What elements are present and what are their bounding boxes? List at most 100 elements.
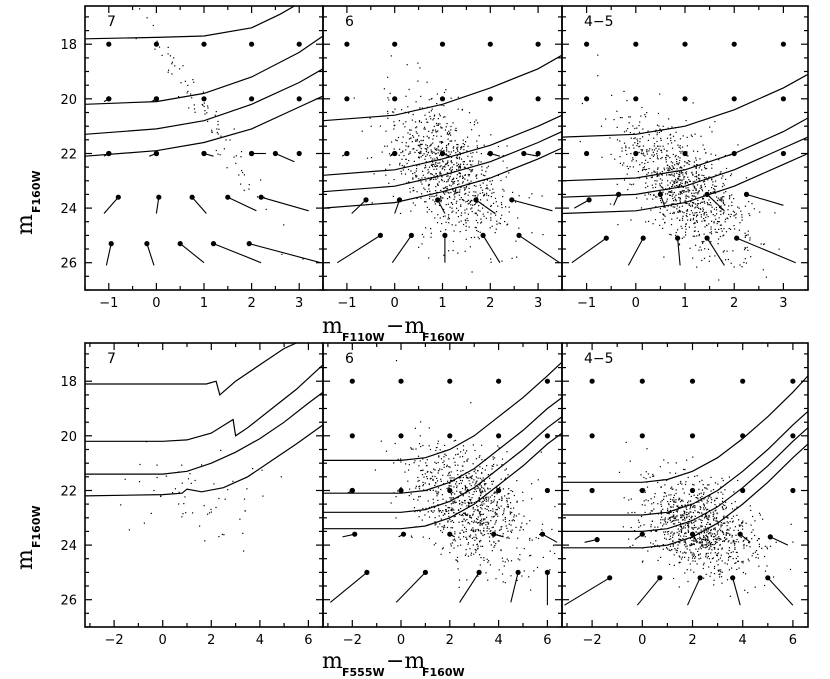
star-point xyxy=(686,511,688,513)
star-point xyxy=(660,522,662,524)
star-point xyxy=(426,81,428,83)
star-point xyxy=(438,511,440,513)
star-point xyxy=(669,498,672,500)
star-point xyxy=(675,131,677,133)
star-point xyxy=(717,197,719,199)
star-point xyxy=(475,490,477,492)
star-point xyxy=(716,223,718,225)
star-point xyxy=(737,206,739,208)
star-point xyxy=(701,543,703,546)
star-point xyxy=(685,197,687,200)
star-point xyxy=(695,157,697,159)
star-point xyxy=(661,500,663,502)
error-vector-line xyxy=(329,571,368,603)
star-point xyxy=(417,476,419,479)
star-point xyxy=(661,182,663,184)
star-point xyxy=(492,480,494,482)
star-point xyxy=(405,145,407,147)
star-point xyxy=(706,535,708,537)
star-point xyxy=(718,559,720,561)
error-vector-dot xyxy=(400,531,407,537)
star-point xyxy=(685,187,687,189)
star-point xyxy=(426,471,428,473)
star-point xyxy=(508,211,510,213)
star-point xyxy=(669,233,671,235)
star-point xyxy=(484,483,486,485)
star-point xyxy=(450,97,452,99)
star-point xyxy=(710,231,712,233)
star-point xyxy=(689,160,691,163)
star-point xyxy=(480,161,482,163)
star-point xyxy=(683,212,685,214)
input-grid-dot xyxy=(790,487,796,494)
star-point xyxy=(495,521,497,523)
star-point xyxy=(439,162,441,164)
star-point xyxy=(711,499,713,501)
star-point xyxy=(468,191,470,193)
star-point xyxy=(675,181,678,184)
star-point xyxy=(500,526,502,528)
star-point xyxy=(302,258,304,260)
star-point xyxy=(413,148,415,150)
star-point xyxy=(168,69,170,71)
star-point xyxy=(535,537,537,539)
star-point xyxy=(705,573,707,575)
star-point xyxy=(712,539,715,541)
star-point xyxy=(460,163,462,165)
star-point xyxy=(710,532,712,534)
star-point xyxy=(388,99,390,101)
star-point xyxy=(415,485,417,487)
star-point xyxy=(746,545,748,547)
star-point xyxy=(672,206,674,208)
star-point xyxy=(706,538,708,540)
star-point xyxy=(673,494,675,496)
error-vector-line xyxy=(191,196,207,214)
star-point xyxy=(463,518,465,520)
input-grid-dot xyxy=(392,41,398,47)
star-point xyxy=(753,208,755,210)
input-grid-dot xyxy=(780,96,787,102)
star-point xyxy=(684,519,686,521)
star-point xyxy=(519,559,521,561)
x-tick-label: 0 xyxy=(632,296,640,311)
star-point xyxy=(707,542,710,544)
star-point xyxy=(721,576,723,578)
star-point xyxy=(661,174,663,176)
star-point xyxy=(737,479,739,482)
star-point xyxy=(436,493,438,495)
star-point xyxy=(723,250,725,252)
star-point xyxy=(428,483,430,485)
star-point xyxy=(385,130,387,132)
star-point xyxy=(512,519,514,521)
star-point xyxy=(485,521,487,523)
star-point xyxy=(444,193,446,195)
star-point xyxy=(453,164,455,166)
star-point xyxy=(500,505,502,507)
star-point xyxy=(709,495,711,497)
star-point xyxy=(413,136,415,138)
star-point xyxy=(444,129,446,131)
star-point xyxy=(483,522,485,524)
star-point xyxy=(645,159,647,161)
star-point xyxy=(399,148,401,150)
star-point xyxy=(648,168,650,170)
star-point xyxy=(454,180,456,183)
star-point xyxy=(736,506,738,508)
star-point xyxy=(457,561,459,563)
star-point xyxy=(693,484,695,486)
star-point xyxy=(629,132,631,134)
star-point xyxy=(477,545,479,547)
error-vector-dot xyxy=(422,569,428,576)
star-point xyxy=(665,523,667,525)
star-point xyxy=(656,153,658,155)
star-point xyxy=(415,139,417,141)
star-point xyxy=(681,514,683,516)
star-point xyxy=(491,225,493,227)
error-vector-dot xyxy=(153,96,159,102)
star-point xyxy=(719,538,721,540)
star-point xyxy=(709,543,712,545)
star-point xyxy=(692,528,694,530)
star-point xyxy=(719,210,721,212)
star-point xyxy=(448,485,450,487)
star-point xyxy=(403,155,405,157)
